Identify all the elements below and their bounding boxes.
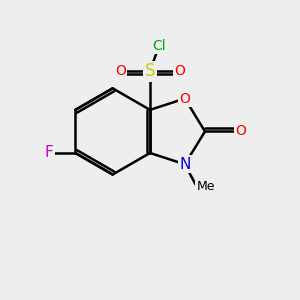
Text: O: O <box>235 124 246 138</box>
Text: N: N <box>179 157 190 172</box>
Text: S: S <box>145 62 155 80</box>
Text: O: O <box>174 64 185 78</box>
Text: O: O <box>115 64 126 78</box>
Text: Me: Me <box>197 180 215 193</box>
Text: F: F <box>44 146 53 160</box>
Text: Cl: Cl <box>152 39 166 53</box>
Text: O: O <box>179 92 190 106</box>
